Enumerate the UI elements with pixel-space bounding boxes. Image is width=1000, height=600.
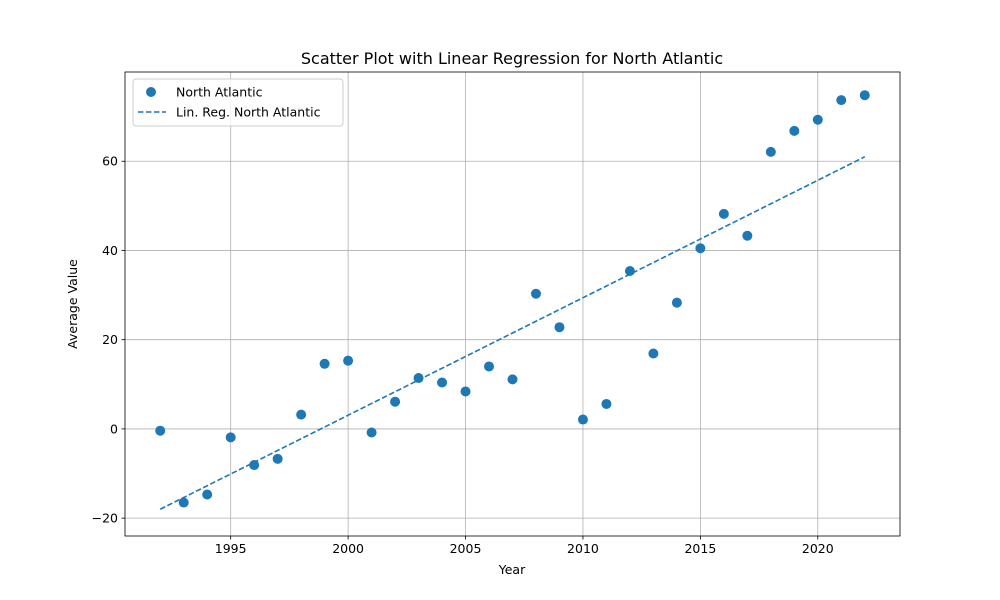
data-point bbox=[859, 90, 870, 101]
x-tick-label: 2005 bbox=[450, 541, 482, 556]
data-point bbox=[742, 230, 753, 241]
ticks: 1995 2000 2005 2010 2015 2020 −20 0 20 40 60 bbox=[92, 154, 834, 556]
data-point bbox=[366, 427, 377, 438]
data-point bbox=[343, 355, 354, 366]
data-point bbox=[484, 361, 495, 372]
data-point bbox=[812, 114, 823, 125]
data-point bbox=[202, 489, 213, 500]
x-tick-label: 2000 bbox=[332, 541, 364, 556]
legend-label-north-atlantic: North Atlantic bbox=[176, 85, 263, 100]
data-point bbox=[390, 396, 401, 407]
regression-line bbox=[159, 156, 866, 510]
y-tick-label: 20 bbox=[102, 332, 118, 347]
legend-marker-north-atlantic bbox=[146, 87, 156, 97]
series-layer bbox=[155, 90, 870, 510]
y-axis-label: Average Value bbox=[65, 259, 80, 349]
data-point bbox=[507, 374, 518, 385]
x-axis-label: Year bbox=[498, 562, 526, 577]
data-point bbox=[319, 358, 330, 369]
legend: North Atlantic Lin. Reg. North Atlantic bbox=[132, 78, 344, 127]
y-tick-label: −20 bbox=[92, 511, 118, 526]
data-point bbox=[460, 386, 471, 397]
y-tick-label: 40 bbox=[102, 243, 118, 258]
grid bbox=[125, 72, 900, 536]
plot-frame bbox=[124, 71, 901, 537]
data-point bbox=[249, 460, 260, 471]
data-point bbox=[765, 146, 776, 157]
data-point bbox=[648, 348, 659, 359]
data-point bbox=[296, 409, 307, 420]
data-point bbox=[413, 373, 424, 384]
data-point bbox=[718, 208, 729, 219]
x-tick-label: 2020 bbox=[802, 541, 834, 556]
data-point bbox=[530, 288, 541, 299]
data-point bbox=[624, 265, 635, 276]
data-point bbox=[695, 243, 706, 254]
data-point bbox=[225, 432, 236, 443]
data-point bbox=[554, 322, 565, 333]
data-point bbox=[437, 377, 448, 388]
data-point bbox=[601, 398, 612, 409]
x-tick-label: 2015 bbox=[684, 541, 716, 556]
data-point bbox=[836, 95, 847, 106]
data-point bbox=[155, 425, 166, 436]
data-point bbox=[671, 297, 682, 308]
data-point bbox=[272, 453, 283, 464]
y-tick-label: 0 bbox=[110, 421, 118, 436]
data-point bbox=[178, 497, 189, 508]
legend-box bbox=[132, 78, 344, 127]
data-point bbox=[577, 414, 588, 425]
y-tick-label: 60 bbox=[102, 154, 118, 169]
chart-title: Scatter Plot with Linear Regression for … bbox=[301, 49, 723, 68]
x-tick-label: 1995 bbox=[215, 541, 247, 556]
legend-label-regression: Lin. Reg. North Atlantic bbox=[176, 105, 321, 120]
data-point bbox=[789, 125, 800, 136]
x-tick-label: 2010 bbox=[567, 541, 599, 556]
